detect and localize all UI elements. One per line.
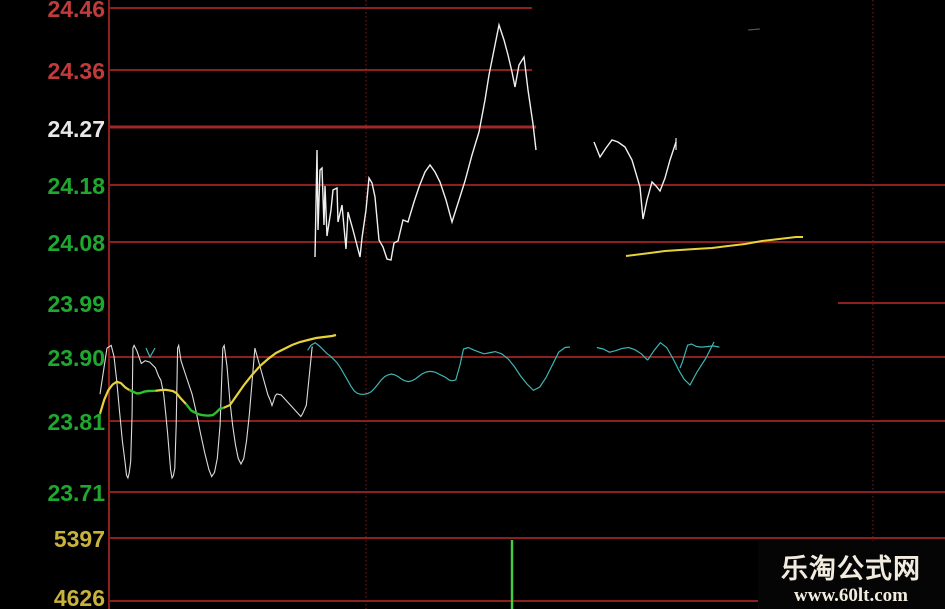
svg-text:23.90: 23.90 xyxy=(47,345,105,371)
svg-text:24.46: 24.46 xyxy=(47,0,105,22)
svg-text:23.71: 23.71 xyxy=(47,480,105,506)
svg-text:23.81: 23.81 xyxy=(47,409,105,435)
svg-text:www.60lt.com: www.60lt.com xyxy=(794,585,908,606)
svg-text:24.08: 24.08 xyxy=(47,230,105,256)
svg-text:乐淘公式网: 乐淘公式网 xyxy=(781,554,921,584)
svg-text:5397: 5397 xyxy=(54,526,105,552)
svg-text:23.99: 23.99 xyxy=(47,291,105,317)
svg-text:24.18: 24.18 xyxy=(47,173,105,199)
svg-text:24.27: 24.27 xyxy=(47,116,105,142)
svg-text:4626: 4626 xyxy=(54,585,105,609)
svg-text:24.36: 24.36 xyxy=(47,58,105,84)
